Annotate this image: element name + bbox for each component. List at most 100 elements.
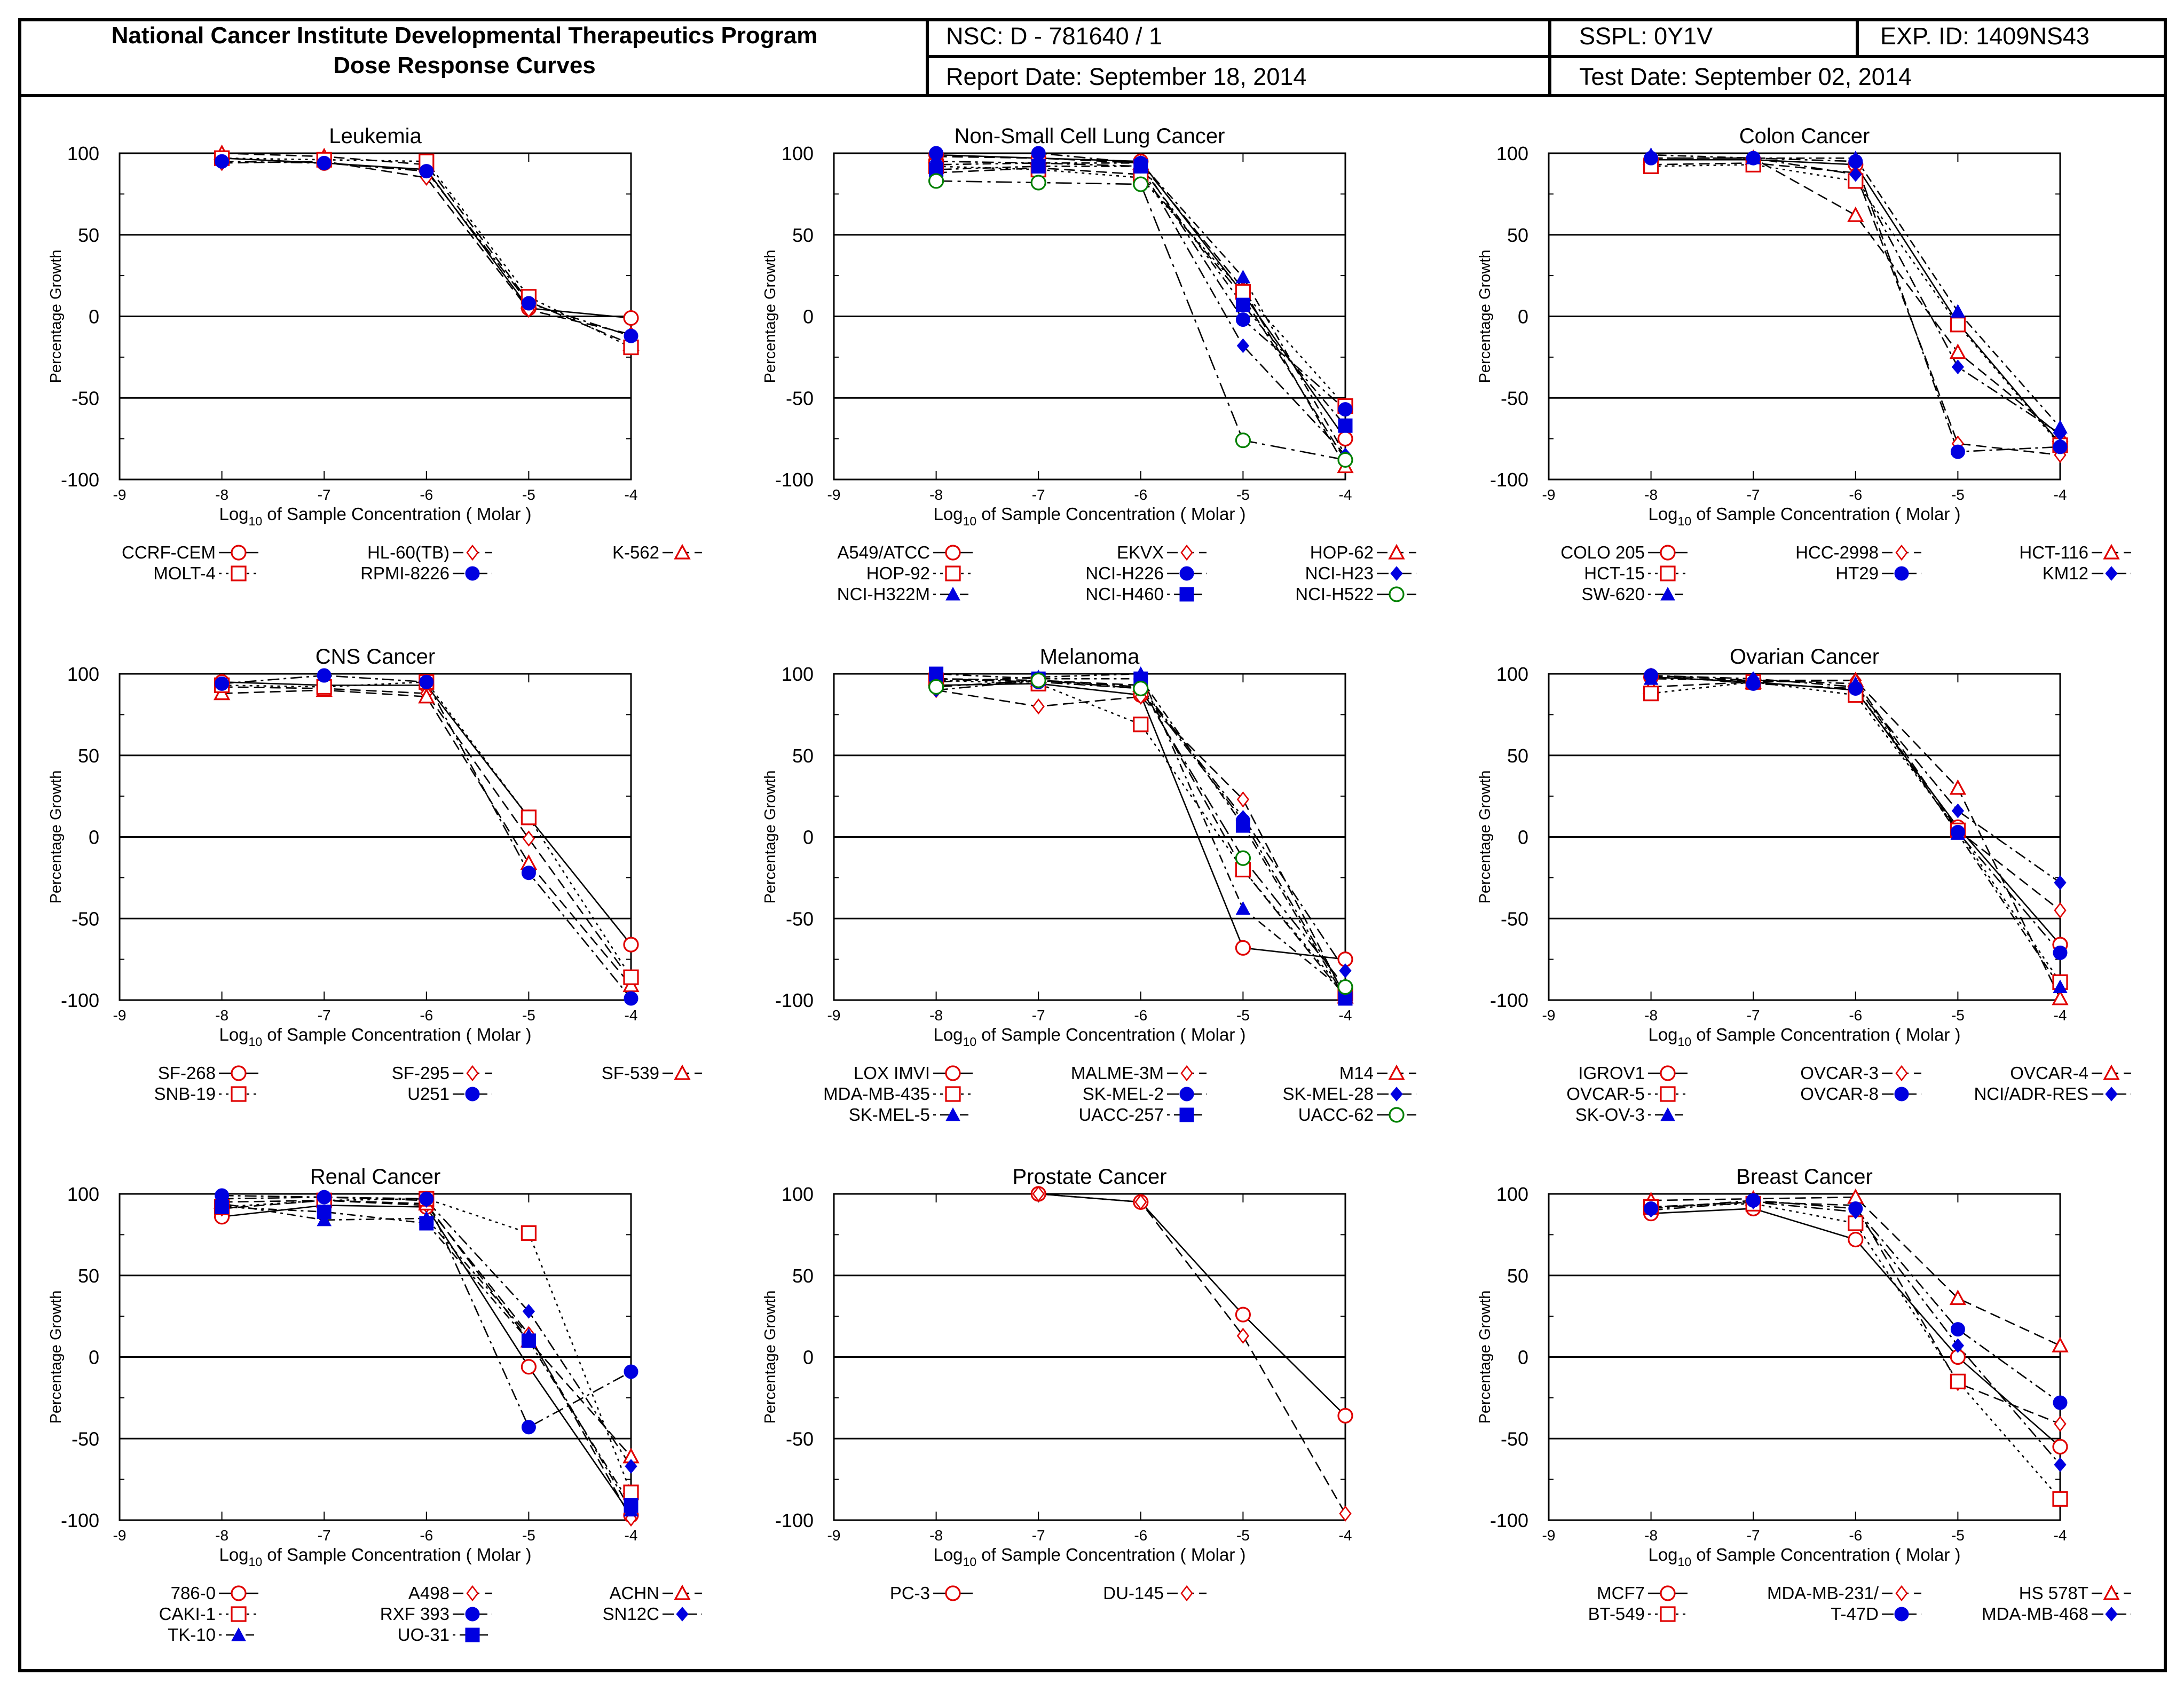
legend-label: U251	[407, 1084, 450, 1104]
y-tick-label: -100	[1490, 469, 1528, 491]
x-tick-label: -7	[318, 486, 331, 503]
y-tick-label: 0	[89, 827, 99, 848]
marker-diamond-open	[1032, 1185, 1045, 1202]
marker-circle-green	[928, 173, 944, 189]
marker-diamond-filled	[1236, 338, 1250, 353]
y-tick-label: 100	[782, 663, 814, 685]
marker-diamond-open	[1236, 1327, 1250, 1344]
marker-square-open	[521, 809, 537, 825]
marker-triangle-open	[1388, 1064, 1405, 1080]
marker-circle-open	[1337, 1407, 1353, 1424]
marker-circle-green	[1235, 850, 1251, 866]
marker-square-open	[1660, 565, 1676, 581]
x-axis-label: Log10 of Sample Concentration ( Molar )	[219, 1025, 531, 1049]
y-tick-label: 100	[67, 1183, 99, 1205]
x-tick-label: -7	[1747, 1527, 1760, 1544]
marker-triangle-filled	[317, 1212, 332, 1226]
legend-label: RPMI-8226	[360, 563, 450, 583]
series-line	[936, 160, 1346, 456]
marker-diamond-open	[466, 1585, 479, 1602]
x-tick-label: -8	[929, 486, 943, 503]
marker-triangle-open	[1949, 343, 1967, 359]
y-tick-label: -50	[72, 387, 99, 409]
marker-diamond-filled	[1951, 359, 1965, 374]
x-tick-label: -4	[625, 1527, 638, 1544]
marker-circle-filled	[215, 154, 230, 169]
legend-label: SK-MEL-28	[1282, 1084, 1374, 1104]
marker-circle-open	[945, 1065, 961, 1081]
marker-circle-green	[928, 679, 944, 695]
marker-circle-filled	[521, 296, 536, 311]
legend-label: SF-539	[602, 1063, 659, 1083]
marker-circle-open	[1660, 545, 1676, 561]
marker-diamond-filled	[1747, 1194, 1760, 1210]
y-tick-label: 50	[1507, 745, 1528, 767]
x-tick-label: -9	[1542, 1007, 1556, 1024]
marker-circle-green	[1030, 175, 1046, 191]
y-tick-label: -100	[61, 1509, 99, 1531]
legend-label: COLO 205	[1560, 542, 1645, 562]
marker-circle-filled	[317, 155, 332, 170]
x-tick-label: -9	[827, 1007, 841, 1024]
x-tick-label: -4	[1339, 1527, 1352, 1544]
marker-circle-open	[1235, 940, 1251, 956]
chart-title: Melanoma	[1040, 645, 1140, 668]
report-subtitle: Dose Response Curves	[333, 52, 596, 78]
x-tick-label: -7	[1747, 1007, 1760, 1024]
marker-diamond-open	[1134, 1194, 1147, 1210]
series-line	[936, 155, 1346, 467]
series-line	[936, 689, 1346, 997]
x-tick-label: -7	[1032, 1527, 1045, 1544]
y-tick-label: 0	[89, 1347, 99, 1368]
legend-label: HT29	[1835, 563, 1879, 583]
header-divider	[1856, 18, 1859, 57]
marker-diamond-open	[1180, 1065, 1193, 1082]
legend-label: SF-268	[158, 1063, 216, 1083]
legend-label: OVCAR-3	[1800, 1063, 1879, 1083]
x-tick-label: -6	[1134, 486, 1147, 503]
series-line	[222, 160, 632, 337]
chart-panel: Ovarian Cancer 100 50 0 -50 -100 -9 -8 -7 -6 -5 -4 P…	[1477, 645, 2131, 1124]
legend-label: KM12	[2043, 563, 2088, 583]
marker-triangle-filled	[1950, 304, 1966, 318]
x-tick-label: -6	[1849, 1007, 1862, 1024]
series-line	[1651, 681, 2061, 983]
x-tick-label: -5	[522, 1527, 535, 1544]
chart-panel: Colon Cancer 100 50 0 -50 -100 -9 -8 -7 -6 -5 -4 Per…	[1477, 124, 2131, 604]
legend-label: TK-10	[168, 1625, 216, 1645]
y-axis-label: Percentage Growth	[48, 1291, 65, 1424]
series-line	[1651, 676, 2061, 945]
x-tick-label: -8	[215, 1007, 228, 1024]
series-line	[222, 1199, 632, 1457]
x-tick-label: -5	[1951, 1007, 1965, 1024]
marker-square-filled	[317, 1205, 332, 1220]
marker-triangle-filled	[1950, 826, 1966, 840]
y-axis-label: Percentage Growth	[762, 250, 779, 383]
x-tick-label: -9	[1542, 486, 1556, 503]
marker-circle-open	[945, 545, 961, 561]
marker-square-filled	[1179, 587, 1194, 602]
nsc-label: NSC: D - 781640 / 1	[946, 22, 1163, 50]
marker-circle-open	[231, 1585, 247, 1601]
y-tick-label: 0	[1518, 827, 1528, 848]
x-tick-label: -8	[929, 1007, 943, 1024]
y-tick-label: 50	[792, 745, 814, 767]
marker-circle-open	[231, 545, 247, 561]
marker-circle-green	[1337, 452, 1353, 468]
marker-triangle-open	[1388, 544, 1405, 560]
series-line	[1651, 154, 2061, 428]
legend-label: MDA-MB-435	[823, 1084, 930, 1104]
marker-circle-filled	[419, 164, 434, 179]
marker-square-filled	[521, 1333, 536, 1348]
marker-diamond-filled	[1339, 963, 1352, 978]
marker-diamond-filled	[2105, 1087, 2118, 1102]
legend-label: HOP-62	[1310, 542, 1374, 562]
legend-label: A549/ATCC	[837, 542, 930, 562]
chart-title: Prostate Cancer	[1012, 1165, 1166, 1189]
series-line	[222, 681, 632, 945]
chart-title: Breast Cancer	[1736, 1165, 1873, 1189]
marker-square-open	[1950, 317, 1966, 333]
x-tick-label: -4	[1339, 1007, 1352, 1024]
marker-diamond-filled	[2105, 1607, 2118, 1622]
y-tick-label: 100	[1496, 1183, 1528, 1205]
